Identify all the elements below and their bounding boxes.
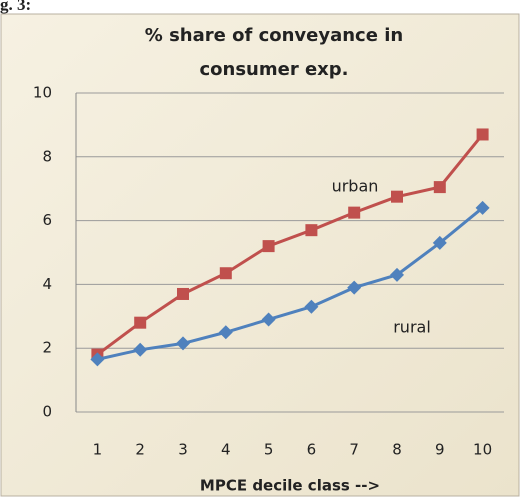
marker <box>261 312 276 327</box>
x-axis-label: MPCE decile class --> <box>200 477 380 495</box>
x-tick-label: 8 <box>392 441 402 459</box>
series-label: urban <box>332 177 379 196</box>
y-tick-label: 4 <box>42 275 52 293</box>
marker <box>390 267 404 282</box>
chart-title: % share of conveyance in <box>145 25 403 46</box>
marker <box>262 240 275 253</box>
x-tick-label: 1 <box>93 441 103 459</box>
x-tick-label: 6 <box>307 441 317 459</box>
x-tick-label: 3 <box>178 441 188 459</box>
series-label: rural <box>393 318 431 337</box>
marker <box>218 325 233 340</box>
chart-frame <box>0 13 520 497</box>
y-tick-label: 10 <box>33 84 52 102</box>
marker <box>475 200 490 215</box>
marker <box>134 316 147 329</box>
marker <box>176 336 190 351</box>
y-tick-label: 8 <box>42 147 52 165</box>
caption: g. 3: <box>0 0 31 14</box>
x-tick-label: 10 <box>473 441 492 459</box>
series-line <box>96 133 484 356</box>
marker <box>476 128 489 141</box>
x-tick-label: 7 <box>349 441 359 459</box>
y-tick-label: 2 <box>42 339 52 357</box>
marker <box>347 280 362 295</box>
marker <box>432 235 447 250</box>
y-tick-label: 0 <box>42 403 52 421</box>
marker <box>433 181 446 194</box>
marker <box>177 287 189 300</box>
series-line <box>97 206 484 361</box>
marker <box>133 342 148 357</box>
x-tick-label: 4 <box>221 441 231 459</box>
x-tick-label: 2 <box>135 441 145 459</box>
marker <box>391 190 403 203</box>
marker <box>304 299 319 314</box>
chart-title: consumer exp. <box>199 59 348 80</box>
marker <box>348 206 361 219</box>
marker <box>305 224 318 237</box>
marker <box>90 352 105 367</box>
x-tick-label: 9 <box>435 441 445 459</box>
x-tick-label: 5 <box>264 441 274 459</box>
y-tick-label: 6 <box>42 211 52 229</box>
marker <box>219 267 232 280</box>
